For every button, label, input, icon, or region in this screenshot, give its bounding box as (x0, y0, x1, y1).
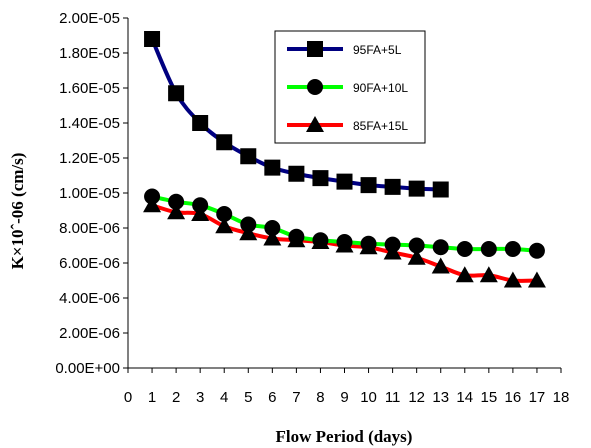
data-point-circle (192, 197, 209, 214)
y-tick-label: 0.00E+00 (55, 360, 120, 377)
data-point-circle (480, 241, 497, 257)
data-point-circle (312, 232, 329, 249)
series-layer (143, 31, 546, 288)
data-point-triangle (527, 271, 546, 288)
x-tick-label: 17 (529, 389, 546, 406)
data-point-triangle (263, 229, 282, 246)
data-point-triangle (503, 271, 522, 288)
data-point-square (264, 159, 281, 176)
x-tick-label: 10 (360, 389, 377, 406)
data-point-square (408, 180, 425, 197)
data-point-circle (240, 216, 257, 233)
series-circle (144, 188, 545, 259)
y-axis-title: K×10ˆ-06 (cm/s) (8, 153, 27, 270)
y-tick-label: 1.80E-05 (59, 45, 120, 62)
data-point-circle (216, 206, 233, 222)
data-point-triangle (407, 248, 426, 265)
data-point-circle (288, 228, 305, 245)
x-tick-label: 4 (220, 389, 228, 406)
data-point-triangle (167, 203, 186, 220)
y-tick-label: 6.00E-06 (59, 255, 120, 272)
data-point-circle (384, 236, 401, 253)
data-point-triangle (431, 257, 450, 274)
data-point-square (216, 134, 233, 151)
y-tick-label: 2.00E-06 (59, 325, 120, 342)
data-point-circle (408, 237, 425, 254)
y-tick-label: 1.00E-05 (59, 185, 120, 202)
x-axis-title: Flow Period (days) (276, 427, 413, 446)
x-tick-label: 11 (385, 389, 401, 406)
data-point-circle (360, 235, 377, 252)
x-tick-label: 14 (456, 389, 473, 406)
x-tick-label: 2 (172, 389, 180, 406)
legend-entry: 95FA+5L (287, 41, 402, 57)
data-point-circle (456, 241, 473, 257)
legend: 95FA+5L 90FA+10L 85FA+15L (274, 30, 426, 144)
data-point-circle (528, 242, 545, 259)
data-point-square (240, 148, 257, 165)
data-point-triangle (215, 217, 234, 234)
data-point-square (432, 181, 449, 198)
x-axis-ticks: 0 1 2 3 4 5 6 7 8 9 10 11 12 13 14 15 16 17 18 (124, 368, 570, 406)
x-tick-label: 8 (316, 389, 324, 406)
x-tick-label: 3 (196, 389, 204, 406)
data-point-square (192, 115, 209, 131)
data-point-square (168, 85, 185, 102)
x-tick-label: 16 (505, 389, 522, 406)
y-tick-label: 1.60E-05 (59, 80, 120, 97)
y-tick-label: 4.00E-06 (59, 290, 120, 307)
legend-label: 95FA+5L (353, 43, 402, 57)
x-tick-label: 7 (292, 389, 300, 406)
data-point-circle (144, 188, 161, 205)
data-point-square (336, 173, 353, 190)
x-tick-label: 13 (432, 389, 449, 406)
data-point-circle (504, 241, 521, 257)
legend-marker-triangle (306, 116, 324, 132)
legend-marker-circle (307, 79, 323, 95)
legend-entry: 90FA+10L (287, 79, 408, 95)
data-point-square (288, 165, 305, 182)
data-point-circle (264, 220, 281, 236)
data-point-circle (336, 234, 353, 250)
x-tick-label: 9 (340, 389, 348, 406)
x-tick-label: 0 (124, 389, 132, 406)
x-tick-label: 18 (553, 389, 570, 406)
y-tick-label: 1.40E-05 (59, 115, 120, 132)
data-point-triangle (479, 266, 498, 283)
y-tick-label: 1.20E-05 (59, 150, 120, 167)
legend-label: 90FA+10L (353, 81, 408, 95)
x-tick-label: 6 (268, 389, 276, 406)
data-point-square (312, 170, 329, 187)
data-point-circle (432, 239, 449, 256)
y-tick-label: 2.00E-05 (59, 10, 120, 27)
legend-marker-square (307, 41, 323, 57)
x-tick-label: 5 (244, 389, 252, 406)
legend-entry: 85FA+15L (287, 116, 408, 133)
data-point-square (384, 178, 401, 195)
y-tick-label: 8.00E-06 (59, 220, 120, 237)
x-tick-label: 1 (148, 389, 156, 406)
data-point-square (360, 177, 377, 194)
series-square (144, 31, 449, 198)
data-point-triangle (455, 266, 474, 283)
x-tick-label: 15 (480, 389, 497, 406)
legend-label: 85FA+15L (353, 119, 408, 133)
data-point-circle (168, 193, 185, 210)
data-point-square (144, 31, 161, 47)
x-tick-label: 12 (408, 389, 425, 406)
y-axis-ticks: 0.00E+00 2.00E-06 4.00E-06 6.00E-06 8.00E-06… (55, 10, 128, 377)
